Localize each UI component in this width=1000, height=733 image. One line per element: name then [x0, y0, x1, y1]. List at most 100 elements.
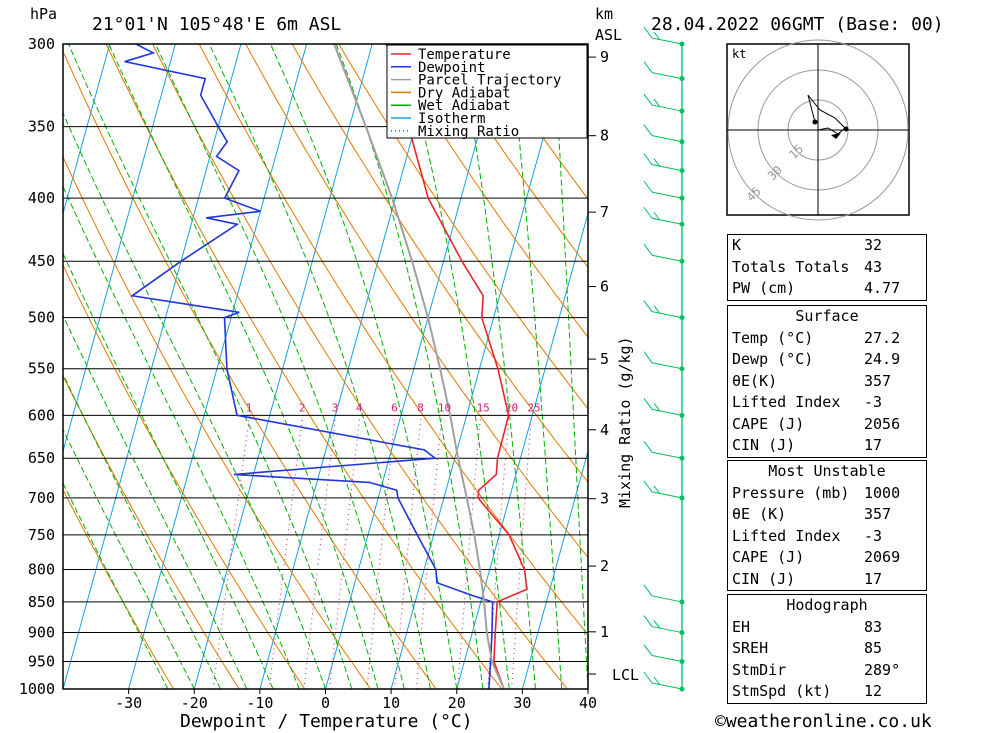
- wet-adiabat-line: [400, 44, 510, 689]
- mu-pressure: Pressure (mb) 1000: [732, 483, 901, 502]
- wind-barb-flag: [643, 206, 653, 219]
- km-tick-label: 4: [600, 421, 609, 439]
- mu-cin: CIN (J) 17: [732, 569, 883, 588]
- wind-barb: [651, 135, 683, 143]
- km-tick-label: 5: [600, 350, 609, 368]
- wet-adiabat-line: [552, 44, 588, 689]
- wind-barb-flag: [643, 398, 653, 410]
- wind-barb-flag: [643, 644, 653, 656]
- pressure-tick-label: 300: [28, 35, 55, 53]
- mu-li: Lifted Index -3: [732, 526, 883, 545]
- surface-temp: Temp (°C) 27.2: [732, 328, 901, 347]
- mixing-ratio-line: [511, 415, 532, 689]
- surface-dewp: Dewp (°C) 24.9: [732, 350, 901, 368]
- wind-barb: [651, 164, 683, 172]
- datetime: 28.04.2022 06GMT (Base: 00): [651, 14, 944, 35]
- isotherm-line: [521, 449, 588, 689]
- km-tick-label: 2: [600, 557, 609, 575]
- mixing-ratio-label: 20: [505, 401, 518, 414]
- dry-adiabat-line: [63, 155, 371, 689]
- mixing-ratio-label: 25: [527, 401, 540, 414]
- most-unstable-table: Most Unstable Pressure (mb) 1000 θE (K) 35…: [727, 460, 927, 591]
- pressure-tick-label: 850: [28, 593, 55, 611]
- units-km: km: [595, 5, 613, 23]
- wind-barb-flag: [643, 124, 653, 136]
- lcl-label: LCL: [612, 666, 639, 684]
- wind-barb-flag: [643, 351, 653, 364]
- km-tick-label: 3: [600, 490, 609, 508]
- km-tick-label: 9: [600, 48, 609, 66]
- surface-cape: CAPE (J) 2056: [732, 414, 901, 433]
- dry-adiabat-line: [198, 44, 588, 636]
- wind-barb: [651, 254, 683, 262]
- wind-barb-flag: [653, 676, 661, 686]
- isotherm-line: [193, 44, 373, 689]
- wind-barb-flag: [653, 485, 661, 495]
- mu-thetae: θE (K) 357: [732, 505, 892, 523]
- isotherm-line: [128, 44, 308, 689]
- mixing-ratio-label: 4: [356, 401, 363, 414]
- wind-barb: [651, 104, 683, 112]
- location-title: 21°01'N 105°48'E 6m ASL: [92, 14, 341, 35]
- surface-li: Lifted Index -3: [732, 393, 883, 411]
- legend-label: Wet Adiabat: [418, 98, 511, 114]
- wind-barb: [651, 408, 683, 416]
- copyright: ©weatheronline.co.uk: [715, 711, 932, 732]
- wind-barb: [651, 37, 683, 45]
- wet-adiabat-line: [63, 372, 221, 689]
- plot-frame: [62, 43, 589, 690]
- wind-barb: [651, 191, 683, 199]
- mixing-ratio-label: 8: [417, 401, 424, 414]
- wind-profile: [643, 26, 685, 692]
- wind-barb-flag: [643, 300, 653, 312]
- x-tick-label: 10: [382, 694, 400, 712]
- legend-label: Dry Adiabat: [418, 85, 511, 101]
- wind-barb-flag: [643, 480, 653, 493]
- surface-table: Surface Temp (°C) 27.2 Dewp (°C) 24.9 θE(K…: [727, 305, 927, 458]
- wind-barb-flag: [643, 440, 653, 453]
- mixing-ratio-line: [303, 415, 337, 689]
- wind-barb: [651, 217, 683, 225]
- wind-barb: [651, 362, 683, 370]
- wet-adiabat-line: [63, 482, 169, 689]
- km-tick-label: 6: [600, 278, 609, 296]
- isotherm-line: [390, 44, 570, 689]
- wind-barb: [651, 72, 683, 80]
- hodograph-end-dot: [843, 126, 849, 132]
- wet-adiabat-line: [68, 44, 353, 689]
- isotherm-line: [63, 44, 176, 454]
- x-tick-label: -10: [246, 694, 273, 712]
- x-tick-label: 30: [513, 694, 531, 712]
- wind-barb-flag: [643, 153, 653, 165]
- wind-barb-flag: [643, 584, 653, 597]
- pressure-tick-label: 800: [28, 560, 55, 578]
- mixing-ratio-label: 10: [438, 401, 451, 414]
- x-tick-label: 20: [448, 694, 466, 712]
- pressure-tick-label: 400: [28, 189, 55, 207]
- legend-label: Isotherm: [418, 111, 485, 127]
- wind-barb-flag: [643, 615, 653, 627]
- pressure-tick-label: 900: [28, 624, 55, 642]
- isotherm-line: [259, 44, 439, 689]
- hodo-stmspd: StmSpd (kt) 12: [732, 682, 883, 700]
- wet-adiabat-line: [63, 428, 195, 689]
- wind-barb: [651, 491, 683, 499]
- wind-barb-flag: [643, 671, 653, 684]
- pressure-tick-label: 750: [28, 526, 55, 544]
- hodo-sreh: SREH 85: [732, 639, 883, 657]
- mixing-ratio-label: 2: [299, 401, 306, 414]
- wind-barb-flag: [643, 180, 653, 193]
- wind-barb-flag: [653, 158, 661, 167]
- parcel-trajectory-curve: [333, 44, 505, 689]
- dry-adiabat-line: [338, 44, 588, 410]
- wind-barb-flag: [653, 305, 661, 314]
- x-axis-label: Dewpoint / Temperature (°C): [180, 711, 473, 732]
- isotherm-line: [63, 44, 242, 689]
- index-row-totals: Totals Totals 43: [732, 257, 883, 276]
- wet-adiabat-line: [508, 44, 563, 689]
- isotherm-line: [63, 44, 111, 216]
- wind-barb-flag: [653, 31, 661, 41]
- wind-barb: [651, 626, 683, 634]
